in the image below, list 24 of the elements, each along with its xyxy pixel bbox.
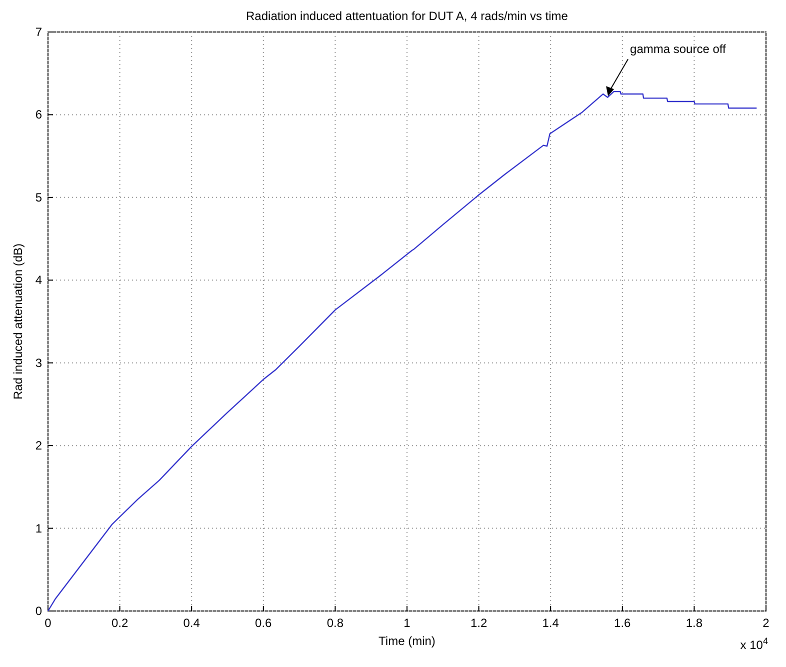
y-axis-title: Rad induced attenuation (dB) xyxy=(11,243,25,400)
x-tick-label: 0.4 xyxy=(183,616,200,630)
annotation: gamma source off xyxy=(630,42,727,56)
x-tick-label: 0 xyxy=(44,616,52,630)
y-tick-label: 1 xyxy=(35,521,42,536)
text: x 10$^{4}$ xyxy=(740,636,768,652)
x-axis-title: Time (min) xyxy=(378,634,436,648)
y-tick-label: 7 xyxy=(35,25,42,39)
y-tick-label: 2 xyxy=(35,438,42,453)
y-tick-label: 4 xyxy=(35,273,42,288)
x-tick-label: 0.8 xyxy=(326,616,344,630)
x-tick-label: 1.8 xyxy=(686,616,703,630)
y-tick-label: 6 xyxy=(35,108,42,122)
chart-title: Radiation induced attentuation for DUT A, 4 rads/min vs time xyxy=(246,9,568,23)
y-tick-label: 5 xyxy=(35,190,42,204)
x-tick-label: 0.6 xyxy=(255,616,272,630)
y-tick-label: 3 xyxy=(35,356,42,370)
x-tick-label: 2 xyxy=(762,616,770,630)
x-tick-label: 1.2 xyxy=(470,616,488,630)
x-tick-label: 1.4 xyxy=(542,616,560,630)
y-tick-label: 0 xyxy=(35,604,42,618)
x-tick-label: 0.2 xyxy=(111,616,128,630)
x-tick-label: 1 xyxy=(404,616,411,630)
x-tick-label: 1.6 xyxy=(614,616,632,630)
